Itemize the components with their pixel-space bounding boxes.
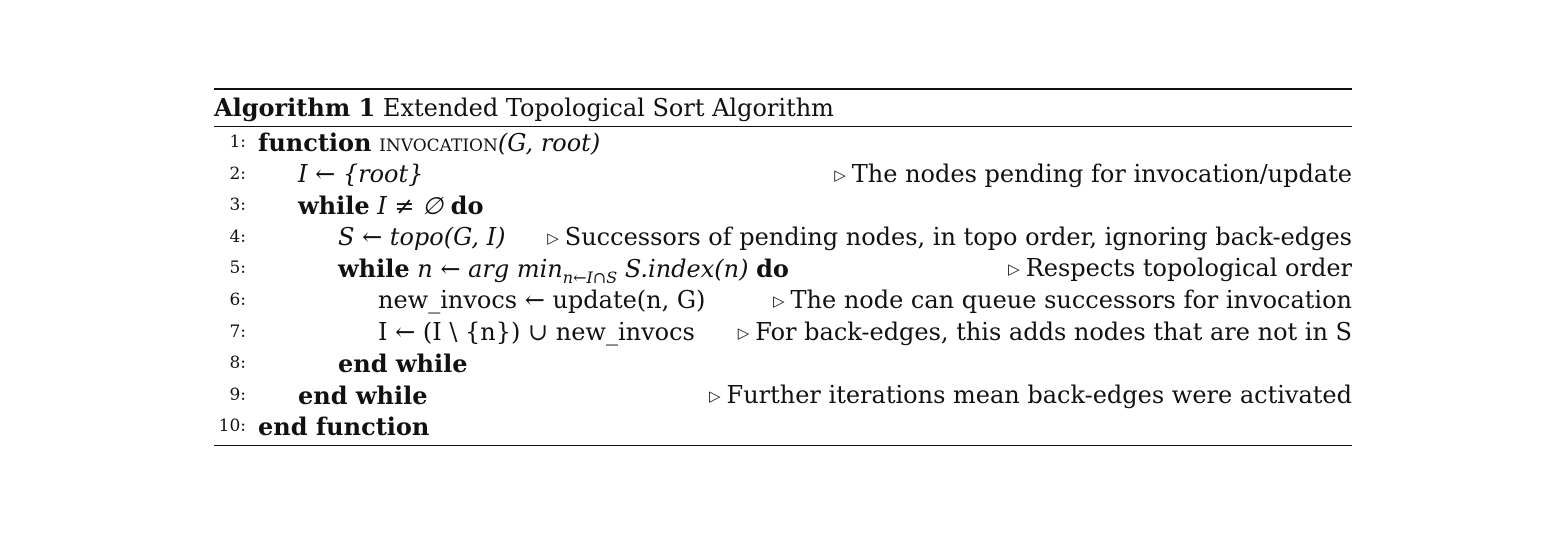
line-number: 10: [218, 416, 246, 437]
line-code: end while [298, 380, 427, 413]
line-comment: ▷ For back-edges, this adds nodes that ar… [738, 317, 1352, 350]
condition-post: S.index(n) [624, 255, 749, 284]
bottom-rule [214, 444, 1352, 446]
algorithm-caption: Algorithm 1 Extended Topological Sort Al… [214, 90, 1352, 126]
statement: I ← (I \ {n}) ∪ new_invocs [378, 317, 695, 346]
line-code: while n ← arg minn←I∩S S.index(n) do [338, 253, 789, 294]
comment-text: For back-edges, this adds nodes that are… [755, 317, 1352, 346]
algorithm-line: 4: S ← topo(G, I) ▷ Successors of pending… [214, 222, 1352, 254]
algorithm-line: 6: new_invocs ← update(n, G) ▷ The node c… [214, 285, 1352, 317]
line-number: 7: [229, 321, 246, 342]
comment-triangle-icon: ▷ [737, 323, 750, 342]
line-number: 4: [229, 226, 246, 247]
algorithm-line: 10: end function [214, 411, 1352, 443]
line-code: new_invocs ← update(n, G) [378, 285, 705, 317]
line-number: 3: [229, 195, 246, 216]
comment-triangle-icon: ▷ [1008, 260, 1020, 279]
comment-text: The node can queue successors for invoca… [790, 285, 1352, 314]
algorithm-line: 7: I ← (I \ {n}) ∪ new_invocs ▷ For back-… [214, 317, 1352, 349]
comment-text: Further iterations mean back-edges were … [726, 380, 1352, 409]
argmin-subscript: n←I∩S [562, 268, 618, 288]
keyword: while [298, 191, 370, 221]
line-code: I ← {root} [298, 159, 423, 191]
algorithm-line: 1: function invocation(G, root) [214, 127, 1352, 159]
algorithm-line: 8: end while [214, 348, 1352, 380]
algorithm-label: Algorithm 1 [214, 93, 376, 122]
algorithm-line: 9: end while ▷ Further iterations mean ba… [214, 380, 1352, 412]
line-comment: ▷ Successors of pending nodes, in topo or… [547, 222, 1352, 255]
algorithm-line: 5: while n ← arg minn←I∩S S.index(n) do … [214, 253, 1352, 287]
keyword: function [258, 128, 372, 157]
line-code: while I ≠ ∅ do [298, 190, 483, 223]
comment-triangle-icon: ▷ [834, 165, 846, 184]
line-code: I ← (I \ {n}) ∪ new_invocs [378, 317, 695, 349]
keyword: end while [338, 349, 468, 379]
keyword: while [338, 254, 410, 284]
statement: S ← topo(G, I) [338, 222, 506, 251]
line-number: 8: [229, 353, 246, 374]
algorithm-line: 2: I ← {root} ▷ The nodes pending for inv… [214, 159, 1352, 191]
line-comment: ▷ The nodes pending for invocation/update [834, 159, 1352, 192]
comment-text: Respects topological order [1025, 254, 1352, 283]
comment-text: The nodes pending for invocation/update [851, 159, 1352, 188]
line-code: function invocation(G, root) [258, 127, 600, 160]
line-comment: ▷ Respects topological order [1008, 253, 1352, 286]
keyword: end function [258, 412, 430, 442]
line-number: 2: [229, 163, 246, 184]
algorithm-line: 3: while I ≠ ∅ do [214, 190, 1352, 222]
line-comment: ▷ Further iterations mean back-edges were… [709, 380, 1352, 413]
comment-triangle-icon: ▷ [772, 291, 785, 310]
comment-text: Successors of pending nodes, in topo ord… [564, 222, 1352, 251]
line-code: S ← topo(G, I) [338, 222, 506, 254]
comment-triangle-icon: ▷ [547, 228, 559, 247]
algorithm-lines: 1: function invocation(G, root) 2: I ← {… [214, 127, 1352, 445]
function-name: invocation [379, 129, 498, 157]
caption-rule [214, 126, 1352, 127]
comment-triangle-icon: ▷ [709, 386, 721, 405]
algorithm-title: Extended Topological Sort Algorithm [382, 94, 834, 122]
statement: new_invocs ← update(n, G) [378, 285, 706, 314]
line-number: 5: [229, 258, 246, 279]
keyword: end while [298, 380, 428, 410]
line-comment: ▷ The node can queue successors for invoc… [773, 285, 1352, 318]
condition: I ≠ ∅ [377, 192, 444, 221]
top-rule [214, 88, 1352, 90]
line-number: 9: [229, 384, 246, 405]
statement: I ← {root} [298, 159, 424, 188]
line-code: end function [258, 411, 429, 444]
line-number: 1: [229, 132, 246, 152]
keyword: do [450, 191, 484, 221]
line-number: 6: [229, 289, 246, 310]
line-code: end while [338, 348, 467, 381]
keyword: do [756, 254, 789, 284]
condition-pre: n ← arg min [417, 255, 563, 284]
function-args: (G, root) [497, 129, 601, 157]
algorithm-box: Algorithm 1 Extended Topological Sort Al… [214, 88, 1352, 446]
